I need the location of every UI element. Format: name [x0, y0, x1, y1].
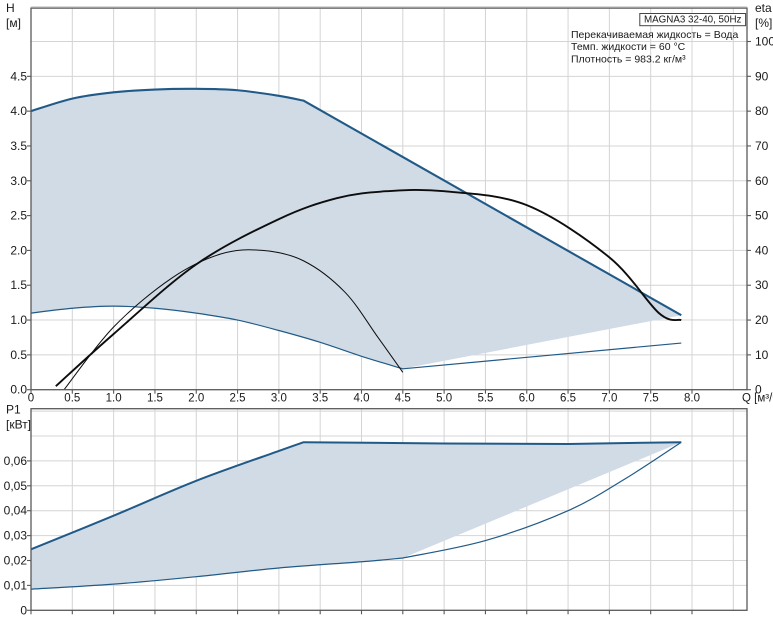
- svg-text:1.5: 1.5: [10, 278, 27, 292]
- svg-text:3.5: 3.5: [312, 393, 328, 405]
- svg-text:Перекачиваемая жидкость = Вода: Перекачиваемая жидкость = Вода: [571, 29, 738, 41]
- svg-text:0,03: 0,03: [4, 529, 28, 543]
- svg-text:0,05: 0,05: [4, 479, 28, 493]
- svg-text:60: 60: [755, 174, 769, 188]
- svg-text:4.0: 4.0: [354, 393, 370, 405]
- svg-text:10: 10: [755, 348, 769, 362]
- svg-text:100: 100: [755, 35, 773, 49]
- svg-text:Плотность = 983.2 кг/м³: Плотность = 983.2 кг/м³: [571, 53, 686, 65]
- svg-text:0: 0: [28, 393, 34, 405]
- svg-text:0.5: 0.5: [10, 348, 27, 362]
- svg-text:2.0: 2.0: [10, 243, 27, 257]
- svg-text:20: 20: [755, 313, 769, 327]
- svg-text:3.0: 3.0: [10, 174, 27, 188]
- svg-text:80: 80: [755, 104, 769, 118]
- svg-text:0,04: 0,04: [4, 504, 28, 518]
- svg-text:3.5: 3.5: [10, 139, 27, 153]
- svg-text:5.5: 5.5: [477, 393, 493, 405]
- svg-text:1.0: 1.0: [10, 313, 27, 327]
- svg-text:[м]: [м]: [6, 16, 21, 30]
- svg-text:3.0: 3.0: [271, 393, 287, 405]
- svg-text:Темп. жидкости = 60 °C: Темп. жидкости = 60 °C: [571, 41, 686, 53]
- svg-text:40: 40: [755, 243, 769, 257]
- svg-text:2.5: 2.5: [10, 209, 27, 223]
- svg-text:90: 90: [755, 69, 769, 83]
- svg-text:4.5: 4.5: [395, 393, 411, 405]
- svg-text:2.0: 2.0: [188, 393, 204, 405]
- svg-text:0,01: 0,01: [4, 578, 28, 592]
- svg-text:0.0: 0.0: [10, 383, 27, 397]
- svg-text:0.5: 0.5: [64, 393, 80, 405]
- svg-text:MAGNA3 32-40, 50Hz: MAGNA3 32-40, 50Hz: [644, 14, 742, 25]
- svg-text:0,06: 0,06: [4, 454, 28, 468]
- svg-text:P1: P1: [6, 403, 21, 417]
- svg-text:[кВт]: [кВт]: [6, 418, 31, 432]
- svg-text:0,02: 0,02: [4, 554, 28, 568]
- svg-text:4.0: 4.0: [10, 104, 27, 118]
- svg-text:0: 0: [20, 603, 27, 617]
- svg-text:2.5: 2.5: [230, 393, 246, 405]
- svg-text:1.0: 1.0: [106, 393, 122, 405]
- svg-text:7.5: 7.5: [643, 393, 659, 405]
- svg-text:5.0: 5.0: [436, 393, 452, 405]
- svg-text:1.5: 1.5: [147, 393, 163, 405]
- svg-text:H: H: [6, 1, 15, 15]
- svg-text:eta: eta: [755, 1, 772, 15]
- svg-text:4.5: 4.5: [10, 69, 27, 83]
- svg-text:6.0: 6.0: [519, 393, 535, 405]
- svg-text:50: 50: [755, 209, 769, 223]
- svg-text:6.5: 6.5: [560, 393, 576, 405]
- svg-text:[%]: [%]: [755, 16, 772, 30]
- svg-text:30: 30: [755, 278, 769, 292]
- svg-text:8.0: 8.0: [684, 393, 700, 405]
- svg-text:Q [м³/ч]: Q [м³/ч]: [742, 393, 773, 405]
- svg-text:7.0: 7.0: [601, 393, 617, 405]
- svg-text:70: 70: [755, 139, 769, 153]
